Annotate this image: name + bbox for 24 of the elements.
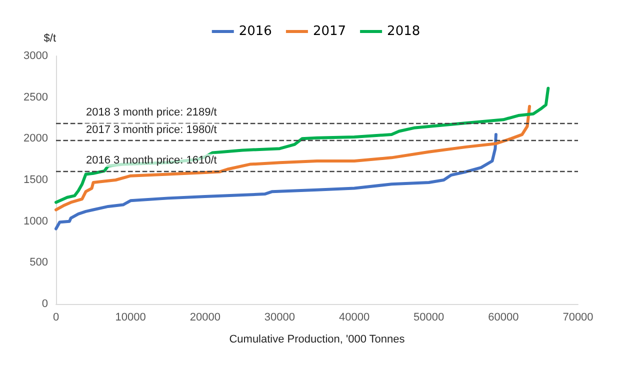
x-tick-label: 70000	[562, 312, 594, 324]
x-tick-label: 40000	[338, 312, 370, 324]
y-tick-label: 3000	[24, 50, 48, 62]
x-tick-label: 0	[52, 312, 60, 324]
legend-label: 2017	[312, 24, 346, 39]
x-tick-label: 30000	[264, 312, 296, 324]
x-tick-label: 20000	[190, 312, 220, 324]
line-series	[54, 104, 532, 212]
x-axis-title: Cumulative Production, '000 Tonnes	[229, 334, 406, 346]
y-tick-label: 2000	[24, 132, 48, 145]
legend-label: 2016	[238, 24, 272, 39]
y-tick-label: 500	[30, 256, 48, 269]
ref-line-label: 2016 3 month price: 1610/t	[86, 154, 217, 166]
y-axis-title: $/t	[44, 32, 56, 44]
x-tick-label: 50000	[414, 312, 444, 324]
y-tick-label: 2500	[24, 91, 48, 104]
x-tick-label: 60000	[488, 312, 519, 324]
x-tick-label: 10000	[115, 312, 146, 324]
y-tick-label: 1500	[24, 174, 48, 186]
legend-label: 2018	[387, 24, 420, 39]
y-tick-label: 0	[42, 298, 48, 310]
y-tick-label: 1000	[24, 215, 48, 228]
ref-line-label: 2017 3 month price: 1980/t	[86, 124, 217, 136]
ref-line-label: 2018 3 month price: 2189/t	[86, 106, 217, 119]
